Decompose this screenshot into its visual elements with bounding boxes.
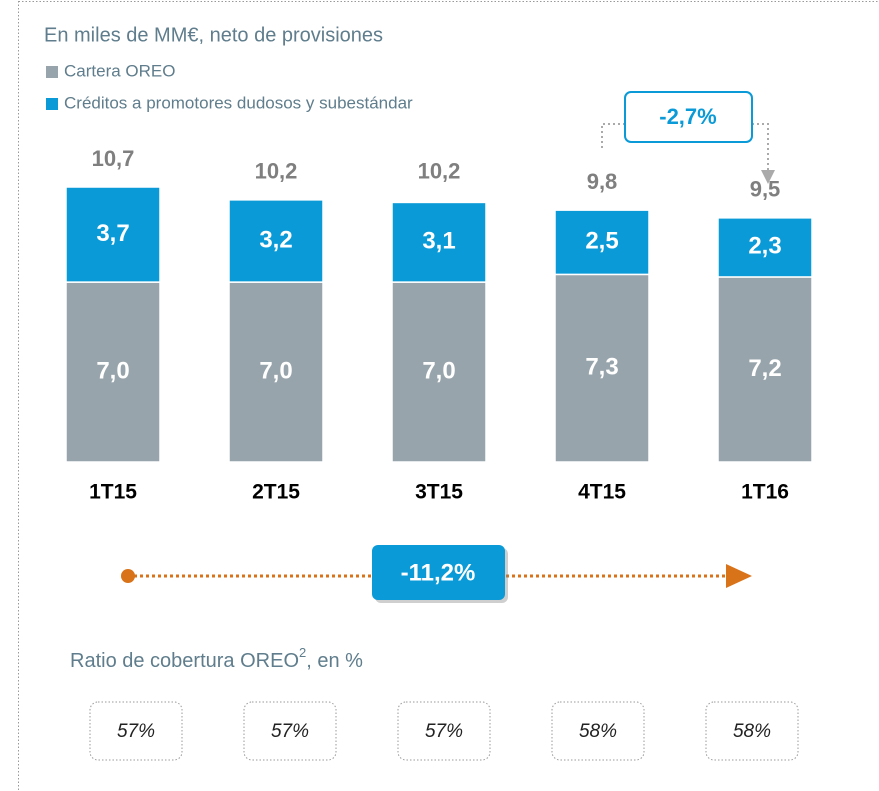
bar-segment <box>391 201 487 283</box>
trend-start <box>121 569 135 583</box>
annotation-box <box>624 91 753 143</box>
arrowhead <box>761 170 775 184</box>
segment-label: 7,2 <box>748 355 781 382</box>
total-label: 9,5 <box>750 177 781 202</box>
segment-label: 7,0 <box>96 357 129 384</box>
legend-label: Cartera OREO <box>64 61 175 80</box>
ratio-label: 57% <box>117 721 155 742</box>
subtitle: En miles de MM€, neto de provisiones <box>44 24 383 46</box>
ratio-label: 58% <box>733 721 771 742</box>
x-tick-label: 1T16 <box>741 481 789 504</box>
segment-label: 7,3 <box>585 354 618 381</box>
bar-segment <box>228 281 324 463</box>
annotation: -11,2% <box>401 559 476 586</box>
ratio-label: 57% <box>425 721 463 742</box>
segment-label: 7,0 <box>259 357 292 384</box>
legend-swatch <box>46 66 58 78</box>
ratio-box <box>89 701 183 761</box>
segment-label: 2,3 <box>748 233 781 260</box>
bar-segment <box>554 209 650 276</box>
segment-label: 2,5 <box>585 228 618 255</box>
x-tick-label: 2T15 <box>252 481 300 504</box>
bar-segment <box>65 281 161 463</box>
total-label: 10,2 <box>418 159 461 184</box>
ratio-box <box>705 701 799 761</box>
ratio-label: 58% <box>579 721 617 742</box>
trend-arrowhead <box>726 564 752 588</box>
ratio-box <box>397 701 491 761</box>
total-label: 10,2 <box>255 159 298 184</box>
segment-label: 3,2 <box>259 226 292 253</box>
x-tick-label: 4T15 <box>578 481 626 504</box>
ratio-title: Ratio de cobertura OREO2, en % <box>70 645 363 672</box>
segment-label: 3,1 <box>422 228 455 255</box>
legend-swatch <box>46 98 58 110</box>
ratio-box <box>551 701 645 761</box>
bar-segment <box>391 281 487 463</box>
total-label: 9,8 <box>587 169 618 194</box>
legend-label: Créditos a promotores dudosos y subestán… <box>64 93 413 112</box>
segment-label: 3,7 <box>96 220 129 247</box>
frame <box>18 1 879 791</box>
bar-segment <box>65 186 161 283</box>
x-tick-label: 1T15 <box>89 481 137 504</box>
total-label: 10,7 <box>92 146 135 171</box>
ratio-label: 57% <box>271 721 309 742</box>
segment-label: 7,0 <box>422 357 455 384</box>
bar-segment <box>717 217 813 278</box>
x-tick-label: 3T15 <box>415 481 463 504</box>
annotation-box <box>372 545 505 600</box>
connector <box>601 123 769 172</box>
ratio-box <box>243 701 337 761</box>
bar-segment <box>717 276 813 463</box>
annotation: -2,7% <box>659 104 716 129</box>
bar-segment <box>228 199 324 283</box>
